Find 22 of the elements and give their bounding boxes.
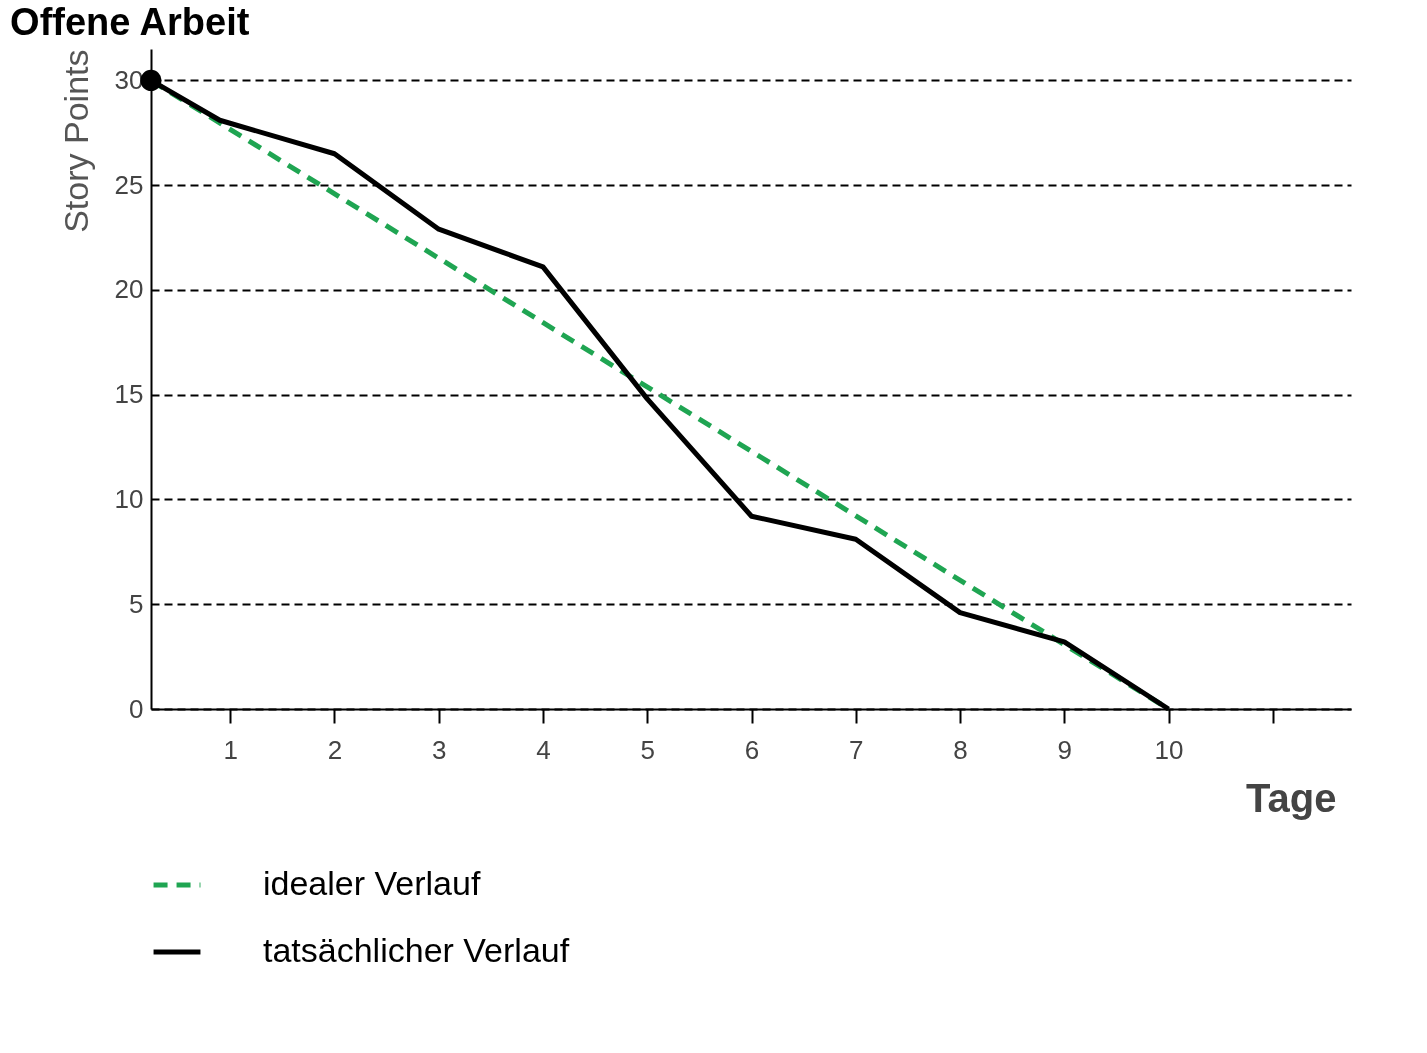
y-tick-label: 5: [129, 588, 144, 619]
x-tick-label: 2: [327, 734, 343, 765]
x-tick-label: 4: [536, 734, 551, 765]
x-tick-label: 10: [1154, 734, 1184, 765]
chart-title: Offene Arbeit: [10, 1, 250, 43]
x-tick-label: 6: [744, 734, 760, 765]
x-tick-label: 8: [953, 734, 968, 765]
y-tick-label: 30: [114, 64, 144, 95]
x-tick-label: 9: [1057, 734, 1073, 765]
y-axis-title: Story Points: [56, 49, 95, 233]
y-tick-label: 10: [114, 483, 144, 514]
y-tick-label: 25: [114, 169, 144, 200]
x-tick-label: 7: [849, 734, 864, 765]
y-tick-label: 20: [114, 274, 144, 305]
legend-label: idealer Verlauf: [263, 864, 481, 902]
x-tick-label: 5: [640, 734, 655, 765]
x-tick-label: 1: [223, 734, 238, 765]
legend-label: tatsächlicher Verlauf: [263, 931, 570, 969]
y-tick-label: 0: [129, 693, 144, 724]
x-tick-label: 3: [432, 734, 447, 765]
y-tick-label: 15: [114, 379, 144, 410]
x-axis-title: Tage: [1246, 775, 1337, 820]
